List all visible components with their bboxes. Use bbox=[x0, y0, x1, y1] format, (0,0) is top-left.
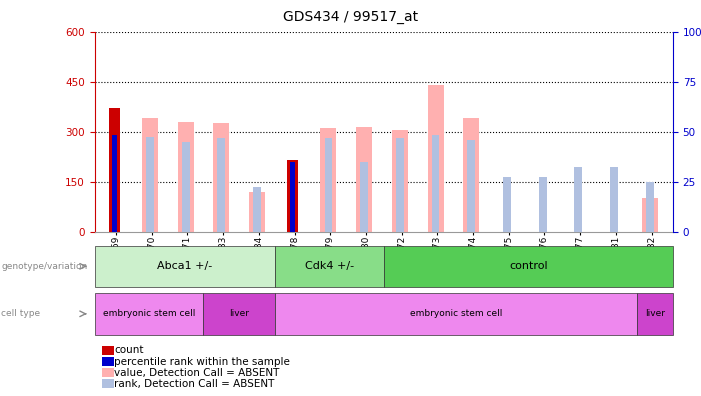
Text: genotype/variation: genotype/variation bbox=[1, 262, 88, 271]
Bar bbox=[213, 123, 229, 232]
Bar bbox=[432, 135, 440, 232]
Bar bbox=[392, 130, 408, 232]
Bar bbox=[356, 127, 372, 232]
Bar bbox=[253, 187, 261, 232]
Bar bbox=[287, 160, 298, 232]
Bar bbox=[290, 162, 295, 232]
Text: value, Detection Call = ABSENT: value, Detection Call = ABSENT bbox=[114, 367, 280, 378]
Text: liver: liver bbox=[229, 309, 250, 318]
Text: Cdk4 +/-: Cdk4 +/- bbox=[305, 261, 354, 271]
Bar bbox=[641, 198, 658, 232]
Bar bbox=[142, 118, 158, 232]
Bar bbox=[146, 137, 154, 232]
Text: rank, Detection Call = ABSENT: rank, Detection Call = ABSENT bbox=[114, 379, 275, 389]
Text: percentile rank within the sample: percentile rank within the sample bbox=[114, 356, 290, 367]
Bar bbox=[610, 167, 618, 232]
Text: embryonic stem cell: embryonic stem cell bbox=[410, 309, 503, 318]
Bar bbox=[574, 167, 583, 232]
Bar bbox=[646, 182, 653, 232]
Bar bbox=[177, 122, 193, 232]
Bar bbox=[217, 138, 225, 232]
Text: count: count bbox=[114, 345, 144, 356]
Bar bbox=[111, 135, 117, 232]
Text: embryonic stem cell: embryonic stem cell bbox=[102, 309, 195, 318]
Bar bbox=[360, 162, 368, 232]
Text: Abca1 +/-: Abca1 +/- bbox=[157, 261, 212, 271]
Bar bbox=[182, 142, 189, 232]
Bar bbox=[463, 118, 479, 232]
Bar bbox=[109, 109, 120, 232]
Bar bbox=[396, 138, 404, 232]
Bar bbox=[325, 138, 332, 232]
Text: control: control bbox=[509, 261, 547, 271]
Bar bbox=[320, 128, 336, 232]
Bar bbox=[539, 177, 547, 232]
Bar bbox=[428, 85, 444, 232]
Text: cell type: cell type bbox=[1, 309, 41, 318]
Text: GDS434 / 99517_at: GDS434 / 99517_at bbox=[283, 10, 418, 24]
Bar bbox=[503, 177, 511, 232]
Bar bbox=[468, 140, 475, 232]
Text: liver: liver bbox=[645, 309, 665, 318]
Bar bbox=[249, 192, 265, 232]
